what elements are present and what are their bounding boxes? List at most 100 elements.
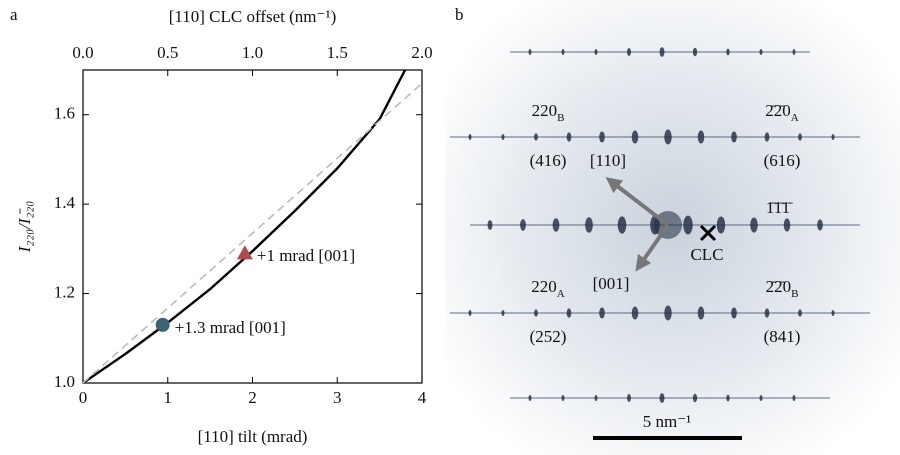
y-tick-label: 1.4 [54,193,76,212]
scale-label: 5 nm⁻¹ [643,412,692,431]
y-tick-label: 1.2 [54,282,75,301]
point-label: +1 mrad [001] [257,246,355,265]
spot [798,133,802,141]
spot [759,395,763,401]
spot [528,49,532,55]
label: 220A [531,277,565,300]
label-text: [001] [593,274,630,293]
x2-tick-label: 0.0 [72,43,93,62]
spot [561,395,565,401]
spot [783,218,791,232]
spot [831,310,835,316]
spot [792,395,796,401]
spot [468,310,472,316]
label: [001] [593,274,630,293]
label-text: (841) [764,327,801,346]
spot [817,219,823,231]
x-axis-label: [110] tilt (mrad) [198,427,308,446]
label-text: 2̄2̄0 [765,101,791,120]
label: [110] [590,151,626,170]
spot [627,48,631,56]
spot [750,217,758,233]
label-text: (416) [530,151,567,170]
spot [501,134,505,140]
x-tick-label: 3 [333,388,342,407]
label-sub: B [557,112,564,124]
spot [798,309,802,317]
x-tick-label: 0 [79,388,88,407]
spot [599,307,605,319]
label-text: 2̄2̄0 [766,277,792,296]
label-text: (616) [764,151,801,170]
point-label: +1.3 mrad [001] [175,318,286,337]
label-text: 220 [532,101,558,120]
panel-b: b 220B(416)2̄2̄0A(616)[110][001]1̄1̄1̄CL… [445,0,900,455]
spot [692,393,698,403]
spot [759,49,763,55]
point-marker [155,317,170,332]
spot [697,130,705,144]
spot [528,395,532,401]
label-text: 1̄1̄1̄ [766,198,793,217]
spot [599,131,605,143]
label: CLC [690,245,723,264]
x-tick-label: 4 [418,388,427,407]
spot [659,393,665,403]
spot [534,309,538,317]
spot [501,310,505,316]
spot [716,216,726,234]
x2-tick-label: 2.0 [411,43,432,62]
y-axis-label: I₂₂₀/I₂̄₂₀ [15,201,34,254]
spot [792,49,796,55]
x2-axis-label: [110] CLC offset (nm⁻¹) [169,7,337,26]
panel-a: a 0 1 2 3 4 0.0 0.5 1.0 1.5 2.0 1.0 1.2 1.4 1.6 [110] … [10,5,433,446]
spot [692,47,698,57]
spot [631,130,639,144]
x2-tick-label: 1.0 [242,43,263,62]
spot [664,305,672,321]
spot [731,131,737,143]
label-sub: A [791,112,799,124]
label: (416) [530,151,567,170]
label-text: (252) [530,327,567,346]
point-marker [236,245,253,260]
spot [683,215,693,235]
label-text: 220 [531,277,557,296]
spot [764,308,770,318]
x2-tick-label: 1.5 [327,43,348,62]
clc-mark [699,224,717,242]
y-tick-label: 1.6 [54,104,75,123]
spot [631,306,639,320]
spot [594,395,598,401]
label-sub: A [557,288,565,300]
label: (252) [530,327,567,346]
spot [831,134,835,140]
spot [726,394,730,402]
curve [82,82,423,384]
spot [594,49,598,55]
spot [627,394,631,402]
arrow [605,177,670,227]
label-text: CLC [690,245,723,264]
label: 2̄2̄0B [766,277,799,300]
x-tick-label: 1 [164,388,173,407]
label: (616) [764,151,801,170]
label: 2̄2̄0A [765,101,799,124]
y-tick-label: 1.0 [54,372,75,391]
curve [82,69,407,384]
x2-tick-label: 0.5 [157,43,178,62]
spot [487,220,493,230]
arrow [635,223,670,272]
spot [617,216,627,234]
spot [764,132,770,142]
label-sub: B [791,288,798,300]
spot [664,129,672,145]
spot [726,48,730,56]
spot [561,49,565,55]
label: (841) [764,327,801,346]
spot [468,134,472,140]
spot [697,306,705,320]
panel-letter: a [10,5,18,24]
spot [585,217,593,233]
